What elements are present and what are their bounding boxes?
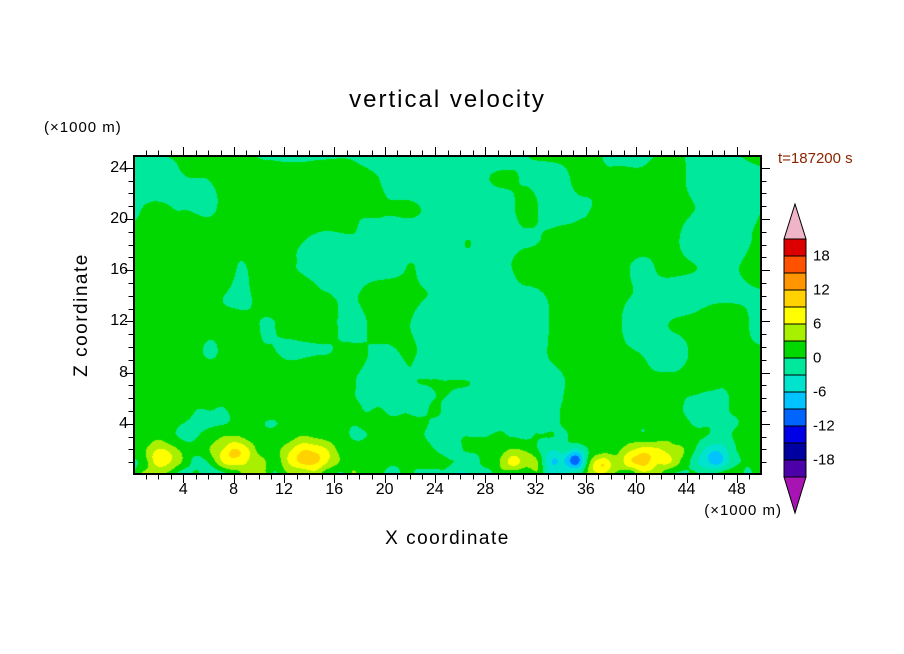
time-annotation: t=187200 s: [778, 150, 853, 167]
x-tick-label: 32: [526, 481, 545, 498]
colorbar-over-arrow: [783, 203, 807, 240]
colorbar-band: [783, 255, 807, 274]
colorbar-band: [783, 323, 807, 342]
colorbar-label: -18: [813, 451, 835, 469]
x-tick-label: 8: [229, 481, 239, 498]
x-axis-title: X coordinate: [385, 528, 510, 549]
colorbar-band: [783, 272, 807, 291]
x-tick-label: 28: [476, 481, 495, 498]
z-tick-label: 4: [119, 414, 128, 432]
z-tick-label: 24: [110, 158, 128, 176]
colorbar-band: [783, 408, 807, 427]
colorbar-band: [783, 425, 807, 444]
colorbar-label: -6: [813, 383, 827, 401]
colorbar-band: [783, 306, 807, 325]
x-tick-label: 16: [325, 481, 344, 498]
plot-title: vertical velocity: [349, 86, 546, 113]
colorbar-label: 0: [813, 349, 822, 367]
x-tick-label: 24: [426, 481, 444, 498]
x-tick-label: 44: [677, 481, 696, 498]
z-tick-label: 16: [110, 261, 128, 279]
contour-field-canvas: [135, 157, 760, 473]
colorbar-band: [783, 340, 807, 359]
z-tick-label: 8: [119, 363, 128, 381]
x-tick-label: 12: [275, 481, 293, 498]
colorbar-under-arrow: [783, 476, 807, 515]
colorbar-band: [783, 289, 807, 308]
colorbar-band: [783, 357, 807, 376]
colorbar-label: 6: [813, 315, 822, 333]
x-tick-label: 36: [576, 481, 595, 498]
x-tick-label: 48: [727, 481, 746, 498]
x-axis-unit-label: (×1000 m): [704, 502, 782, 519]
colorbar-band: [783, 459, 807, 478]
z-axis-unit-label: (×1000 m): [44, 119, 122, 136]
colorbar-band: [783, 238, 807, 257]
colorbar: [783, 203, 807, 515]
x-tick-label: 20: [375, 481, 394, 498]
colorbar-label: -12: [813, 417, 835, 435]
colorbar-label: 18: [813, 247, 830, 265]
x-tick-label: 4: [178, 481, 188, 498]
plot-frame: [133, 155, 762, 475]
colorbar-band: [783, 374, 807, 393]
x-tick-label: 40: [627, 481, 646, 498]
z-tick-label: 12: [110, 312, 128, 330]
colorbar-band: [783, 442, 807, 461]
z-tick-label: 20: [110, 210, 128, 227]
colorbar-label: 12: [813, 281, 830, 299]
colorbar-band: [783, 391, 807, 410]
